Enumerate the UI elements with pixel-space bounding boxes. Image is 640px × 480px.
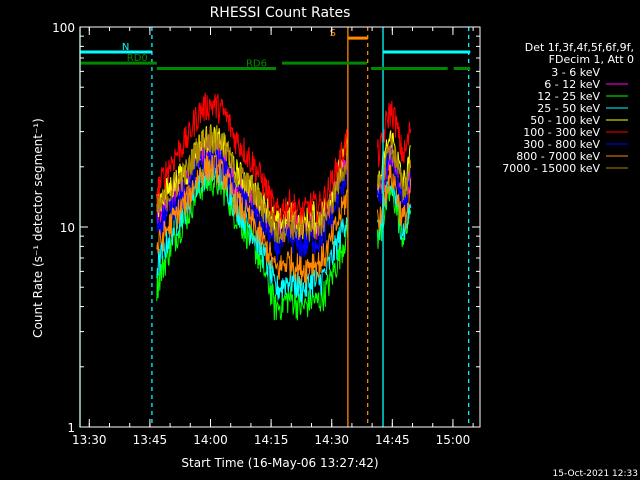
legend-header-line-1: Det 1f,3f,4f,5f,6f,9f,	[525, 41, 634, 54]
y-tick-label-2: 10	[60, 221, 75, 235]
x-axis-label: Start Time (16-May-06 13:27:42)	[181, 456, 378, 470]
state-bar-label-n: N	[122, 42, 129, 53]
legend: Det 1f,3f,4f,5f,6f,9f, FDecim 1, Att 0 3…	[502, 41, 634, 175]
footer-timestamp: 15-Oct-2021 12:33	[553, 469, 638, 479]
legend-label-8: 800 - 7000 keV	[516, 150, 600, 163]
x-tick-label-2: 13:45	[133, 433, 168, 447]
legend-label-2: 6 - 12 keV	[544, 78, 600, 91]
legend-label-4: 25 - 50 keV	[537, 102, 600, 115]
legend-label-3: 12 - 25 keV	[537, 90, 600, 103]
x-tick-label-3: 14:00	[193, 433, 228, 447]
y-tick-label-3: 100	[52, 21, 75, 35]
x-tick-label-1: 13:30	[72, 433, 107, 447]
legend-label-9: 7000 - 15000 keV	[502, 162, 600, 175]
legend-header-line-2: FDecim 1, Att 0	[549, 53, 634, 66]
y-axis-label: Count Rate (s⁻¹ detector segment⁻¹)	[31, 118, 45, 338]
x-tick-label-6: 14:45	[375, 433, 410, 447]
y-tick-label-1: 1	[67, 421, 75, 435]
x-tick-label-7: 15:00	[436, 433, 471, 447]
x-tick-label-4: 14:15	[254, 433, 289, 447]
axes: 13:30 13:45 14:00 14:15 14:30 14:45 15:00 1 10 10…	[52, 21, 481, 447]
legend-label-6: 100 - 300 keV	[523, 126, 600, 139]
state-bar-label-s: S	[330, 28, 336, 39]
legend-label-7: 300 - 800 keV	[523, 138, 600, 151]
chart-title: RHESSI Count Rates	[210, 5, 351, 21]
state-bar-label-rd6: RD6	[246, 59, 267, 70]
legend-label-1: 3 - 6 keV	[551, 66, 600, 79]
legend-label-5: 50 - 100 keV	[530, 114, 600, 127]
x-tick-label-5: 14:30	[314, 433, 349, 447]
state-bar-label-rd0: RD0	[127, 53, 148, 64]
